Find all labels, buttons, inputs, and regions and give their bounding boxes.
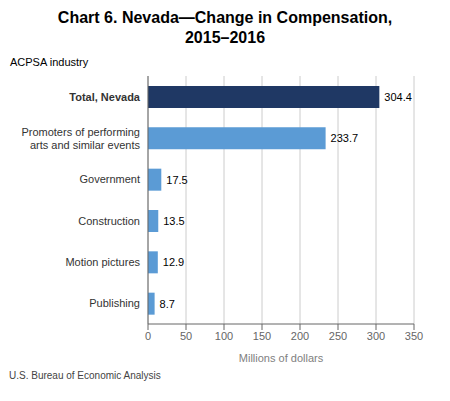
svg-text:Publishing: Publishing (89, 297, 140, 309)
svg-text:Construction: Construction (78, 215, 140, 227)
svg-text:0: 0 (145, 330, 151, 342)
svg-text:100: 100 (215, 330, 233, 342)
html-text:U.S. Bureau of Economic Analys: U.S. Bureau of Economic Analysis (9, 370, 161, 381)
svg-text:150: 150 (253, 330, 271, 342)
svg-text:Motion pictures: Motion pictures (65, 256, 140, 268)
svg-text:Promoters of performingarts an: Promoters of performingarts and similar … (21, 126, 140, 151)
svg-text:350: 350 (405, 330, 423, 342)
svg-text:233.7: 233.7 (331, 132, 359, 144)
svg-text:Government: Government (79, 173, 140, 185)
svg-text:Total, Nevada: Total, Nevada (69, 91, 141, 103)
html-text:2015–2016: 2015–2016 (185, 29, 265, 46)
svg-text:50: 50 (180, 330, 192, 342)
svg-text:Millions of dollars: Millions of dollars (239, 352, 324, 364)
svg-text:200: 200 (291, 330, 309, 342)
svg-text:8.7: 8.7 (160, 298, 175, 310)
html-text:ACPSA industry: ACPSA industry (10, 56, 89, 68)
svg-text:300: 300 (367, 330, 385, 342)
html-text:Chart 6. Nevada—Change in Comp: Chart 6. Nevada—Change in Compensation, (57, 9, 393, 26)
svg-text:13.5: 13.5 (163, 215, 184, 227)
svg-text:12.9: 12.9 (163, 256, 184, 268)
svg-text:17.5: 17.5 (166, 174, 187, 186)
svg-text:304.4: 304.4 (384, 91, 412, 103)
svg-text:250: 250 (329, 330, 347, 342)
